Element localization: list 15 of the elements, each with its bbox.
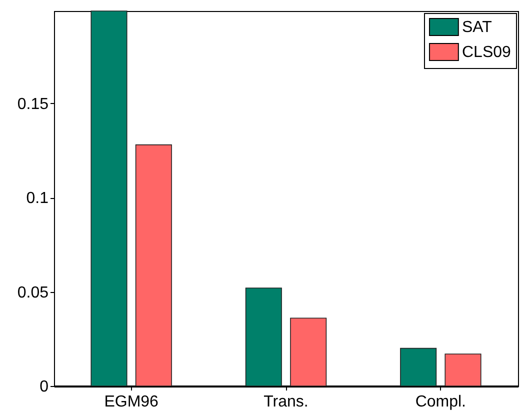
bar xyxy=(245,288,282,386)
y-tick-label: 0.1 xyxy=(26,190,49,208)
x-tick-label: EGM96 xyxy=(104,394,159,410)
y-tick-label: 0.05 xyxy=(17,284,49,302)
y-tick-label: 0 xyxy=(40,378,49,396)
bar xyxy=(135,144,172,386)
x-tick-label: Compl. xyxy=(415,394,466,410)
bar xyxy=(400,348,437,386)
bar xyxy=(90,10,128,386)
legend-label: SAT xyxy=(462,19,492,36)
bar xyxy=(444,354,482,386)
bar xyxy=(290,318,327,386)
legend-label: CLS09 xyxy=(462,44,512,61)
x-tick-label: Trans. xyxy=(264,394,308,410)
y-tick-label: 0.15 xyxy=(17,96,49,113)
